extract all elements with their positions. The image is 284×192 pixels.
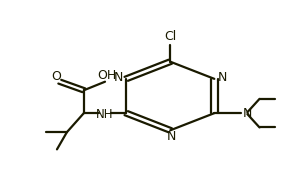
Text: O: O xyxy=(51,70,61,84)
Text: N: N xyxy=(167,130,176,142)
Text: Cl: Cl xyxy=(164,30,176,43)
Text: N: N xyxy=(243,107,252,120)
Text: N: N xyxy=(114,71,123,84)
Text: OH: OH xyxy=(97,70,116,83)
Text: NH: NH xyxy=(96,108,114,121)
Text: N: N xyxy=(217,71,227,84)
